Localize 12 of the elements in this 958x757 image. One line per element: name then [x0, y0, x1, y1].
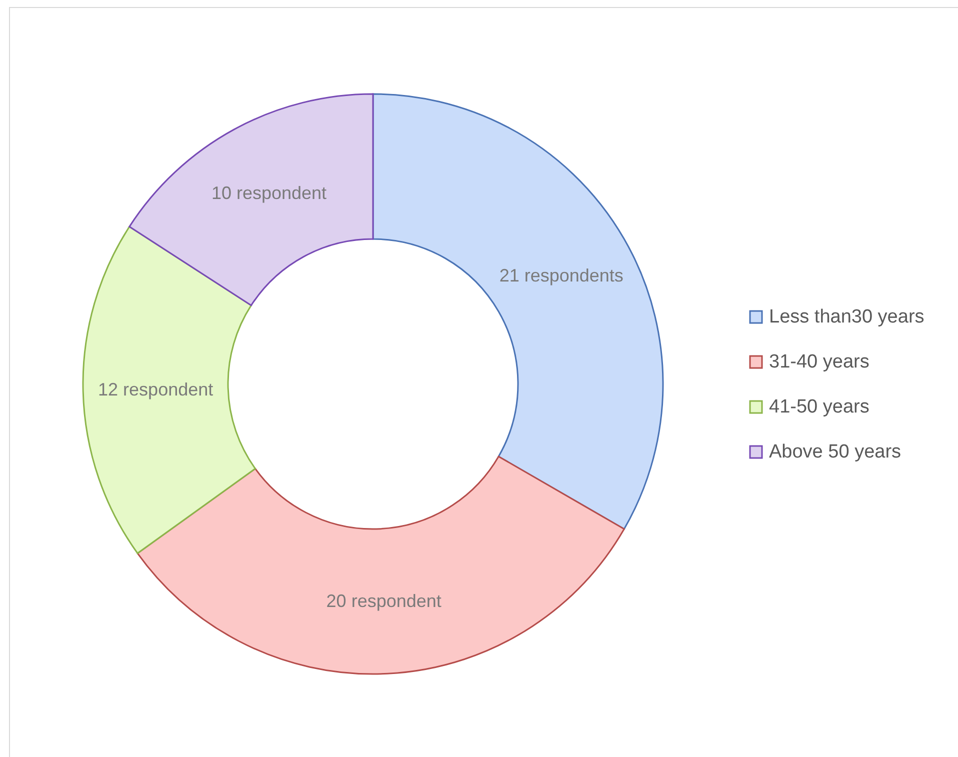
legend-label: Less than30 years — [769, 306, 924, 328]
legend-label: 31-40 years — [769, 352, 870, 372]
data-label: 20 respondent — [326, 591, 442, 612]
legend-label: 41-50 years — [769, 396, 870, 418]
donut-slice — [82, 226, 256, 554]
data-label: 10 respondent — [211, 182, 327, 203]
donut-slice — [136, 456, 625, 674]
donut-slice — [372, 93, 664, 530]
data-label: 21 respondents — [499, 265, 624, 286]
data-label: 12 respondent — [98, 379, 214, 400]
donut-slice — [128, 93, 374, 306]
legend-label: Above 50 years — [769, 442, 902, 462]
